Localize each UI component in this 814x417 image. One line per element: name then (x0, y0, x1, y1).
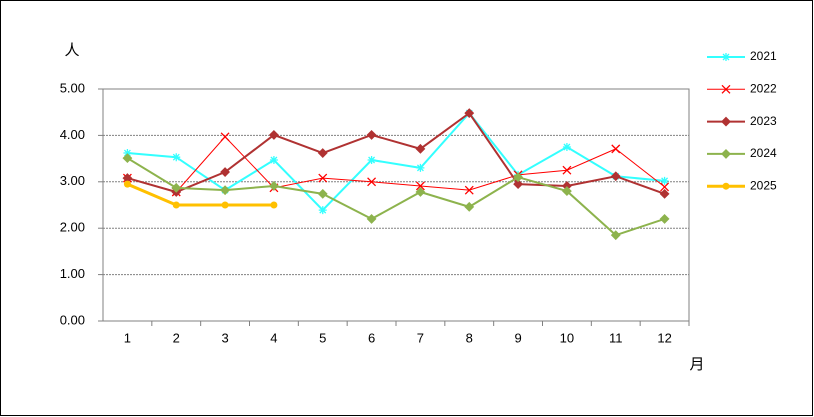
legend-label: 2021 (750, 49, 777, 63)
x-tick-label: 12 (657, 330, 671, 345)
legend-label: 2023 (750, 114, 777, 128)
marker (220, 132, 230, 142)
marker (721, 148, 731, 159)
marker (721, 84, 731, 94)
x-tick-label: 1 (124, 330, 131, 345)
legend-item: 2022 (707, 81, 777, 95)
marker (562, 143, 571, 151)
legend-item: 2025 (707, 178, 777, 192)
marker (416, 163, 425, 172)
marker (415, 143, 426, 154)
marker (611, 144, 621, 154)
x-axis-label: 月 (689, 356, 704, 373)
series-line (126, 157, 665, 237)
y-tick-label: 5.00 (60, 80, 85, 95)
marker (464, 108, 475, 119)
marker (123, 180, 131, 188)
x-tick-label: 5 (319, 330, 326, 345)
marker (562, 165, 572, 175)
legend-item: 2023 (707, 114, 777, 128)
x-tick-label: 10 (560, 330, 574, 345)
marker (659, 188, 670, 199)
legend-item: 2024 (707, 146, 777, 160)
marker (610, 230, 621, 241)
marker (269, 155, 278, 164)
series-line (127, 111, 665, 212)
marker (220, 185, 231, 196)
y-tick-label: 0.00 (60, 312, 85, 327)
y-tick-label: 4.00 (60, 127, 85, 142)
y-tick-label: 1.00 (60, 266, 85, 281)
legend-label: 2024 (750, 146, 777, 160)
x-tick-label: 4 (270, 330, 277, 345)
marker (317, 188, 328, 199)
legend-label: 2022 (750, 81, 777, 95)
marker (172, 153, 181, 162)
marker (220, 167, 231, 177)
marker (464, 201, 475, 212)
marker (660, 176, 669, 185)
x-tick-label: 3 (221, 330, 228, 345)
marker (122, 153, 133, 164)
series-line (126, 182, 274, 207)
x-tick-label: 7 (417, 330, 424, 345)
marker (172, 201, 180, 209)
marker (561, 186, 572, 196)
marker (270, 201, 278, 209)
marker (722, 182, 730, 190)
y-tick-label: 3.00 (60, 173, 85, 188)
marker (415, 187, 426, 197)
marker (171, 182, 182, 193)
legend-label: 2025 (750, 178, 777, 192)
legend-item: 2021 (707, 49, 777, 63)
marker (367, 155, 376, 164)
marker (660, 182, 670, 192)
marker (318, 173, 328, 183)
marker (415, 181, 425, 191)
marker (610, 171, 621, 182)
marker (721, 116, 731, 127)
marker (722, 53, 730, 61)
marker (513, 179, 524, 190)
x-tick-label: 9 (514, 330, 521, 345)
marker (464, 185, 474, 195)
marker (268, 130, 279, 140)
y-axis-label: 人 (64, 42, 79, 59)
series-line (127, 136, 665, 193)
x-tick-label: 6 (368, 330, 375, 345)
marker (367, 177, 377, 187)
marker (366, 214, 377, 224)
marker (123, 149, 132, 158)
x-tick-label: 8 (466, 330, 473, 345)
y-tick-label: 2.00 (60, 220, 85, 235)
marker (318, 206, 327, 215)
marker (366, 130, 377, 140)
marker (659, 214, 670, 224)
marker (268, 181, 279, 191)
marker (317, 148, 328, 158)
x-tick-label: 11 (609, 330, 623, 345)
marker (221, 201, 229, 209)
x-tick-label: 2 (173, 330, 180, 345)
series-line (127, 111, 665, 195)
marker (513, 172, 524, 183)
